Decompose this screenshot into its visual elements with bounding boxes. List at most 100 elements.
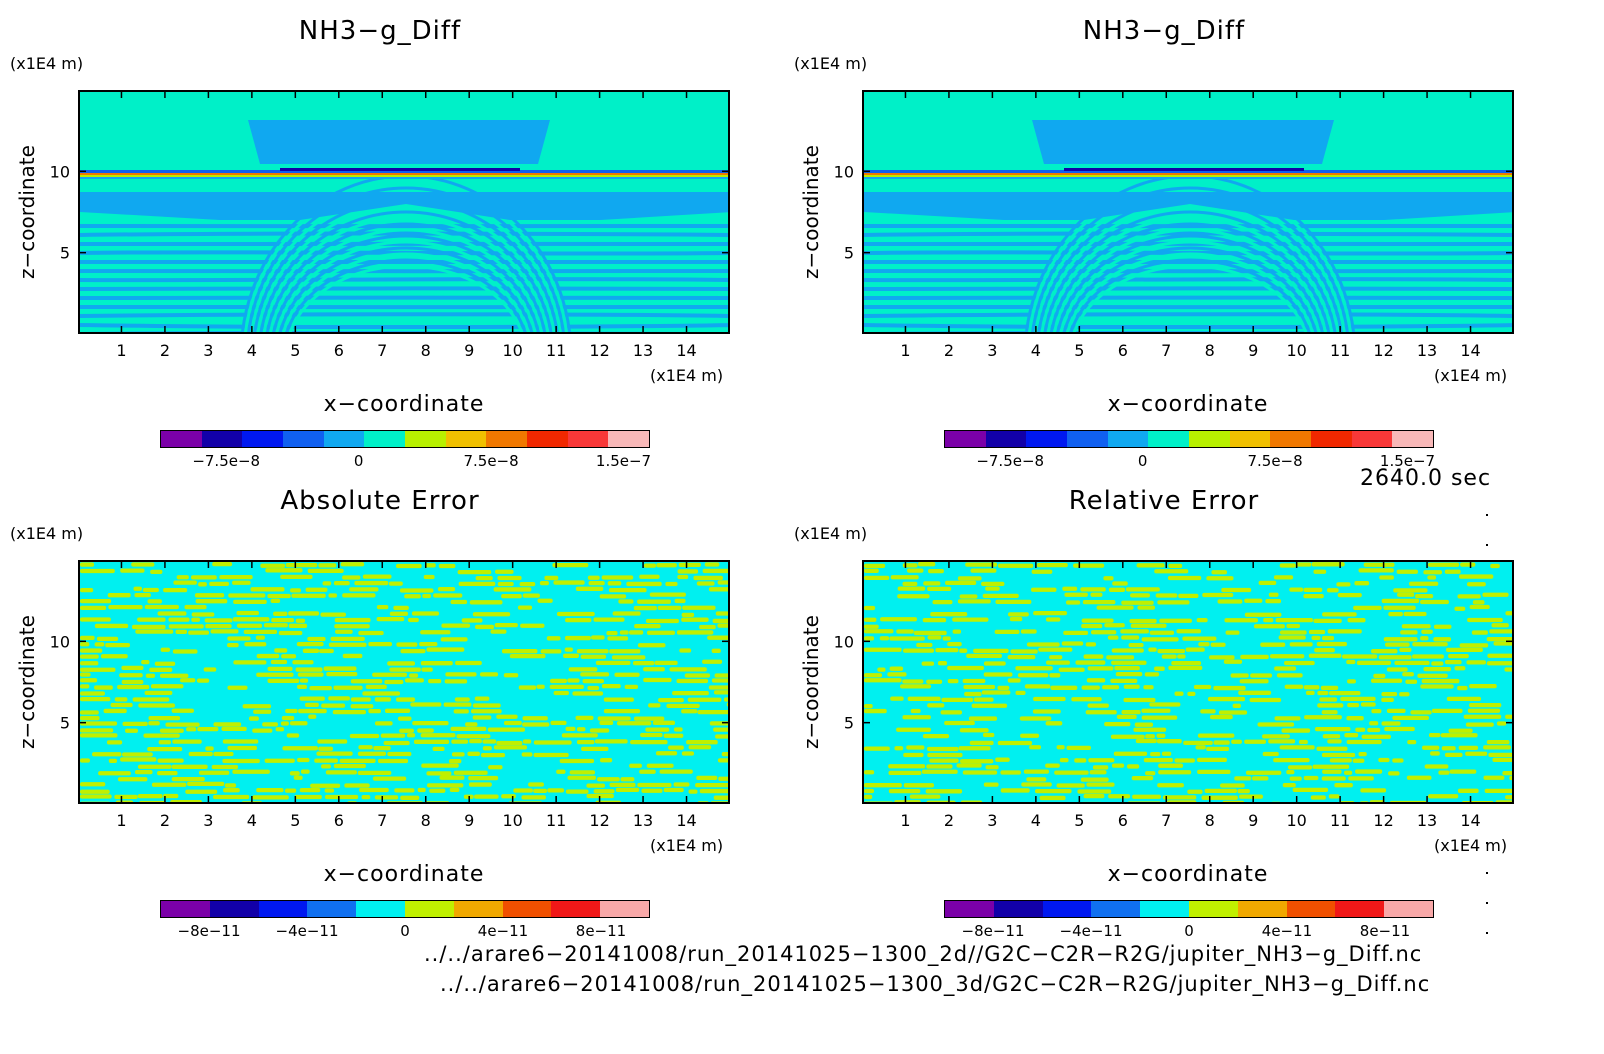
field-cell [1177, 654, 1186, 659]
field-cell [643, 667, 665, 672]
field-cell [80, 562, 95, 567]
field-cell [180, 678, 196, 683]
field-cell [1000, 788, 1030, 793]
field-cell [117, 777, 148, 782]
field-cell [959, 728, 989, 733]
field-cell [357, 770, 392, 776]
field-cell [114, 697, 128, 702]
field-cell [457, 570, 492, 575]
field-cell [508, 801, 542, 802]
x-tick-label: 3 [203, 341, 213, 360]
field-cell [864, 708, 887, 714]
field-cell [1420, 684, 1454, 689]
field-cell [567, 678, 580, 683]
field-cell [1066, 745, 1092, 751]
field-cell [1279, 563, 1296, 568]
field-cell [1379, 575, 1394, 580]
field-stripe [80, 323, 728, 330]
field-cell [708, 685, 728, 690]
field-cell [467, 751, 480, 756]
field-cell [568, 667, 598, 672]
y-tick-label: 10 [834, 632, 854, 651]
field-cell [903, 648, 935, 653]
field-cell [1342, 654, 1378, 659]
field-cell [114, 794, 138, 800]
field-cell [1125, 587, 1160, 592]
field-cell [400, 795, 420, 800]
field-band [864, 170, 1512, 173]
y-axis-unit: (x1E4 m) [10, 54, 84, 73]
field-cell [1424, 764, 1449, 769]
field-cell [603, 708, 641, 714]
field-cell [1239, 794, 1263, 799]
field-cell [586, 793, 614, 799]
x-tick-label: 11 [546, 811, 566, 830]
field-cell [1021, 782, 1052, 787]
field-cell [501, 794, 516, 799]
field-arc [1059, 240, 1321, 332]
field-cell [496, 714, 518, 719]
field-cell [699, 788, 728, 794]
colorbar-tick-label: 8e−11 [1359, 922, 1411, 940]
field-cell [1397, 592, 1415, 597]
y-tick-label: 10 [50, 632, 70, 651]
colorbar-segment [307, 901, 357, 917]
field-cell [520, 623, 545, 628]
field-cell [474, 794, 499, 799]
field-cell [1244, 612, 1282, 617]
field-cell [1218, 710, 1248, 715]
field-cell [995, 757, 1010, 762]
field-cell [173, 580, 197, 585]
field-cell [601, 575, 634, 580]
field-cell [204, 618, 233, 623]
field-cell [894, 746, 904, 751]
field-cell [1158, 770, 1192, 775]
field-cell [1410, 710, 1432, 715]
field-arc [269, 228, 543, 332]
colorbar-segment [209, 901, 259, 917]
field-cell [639, 574, 660, 579]
field-cell [888, 788, 921, 794]
field-cell [1183, 740, 1213, 746]
field-cell [1383, 637, 1418, 642]
field-cell [677, 569, 699, 574]
field-cell [1275, 617, 1314, 623]
field-cell [1505, 714, 1512, 719]
field-cell [902, 715, 931, 720]
field-cell [280, 574, 313, 580]
field-block [248, 120, 550, 164]
field-cell [295, 667, 323, 672]
field-cell [1358, 568, 1394, 573]
field-cell [646, 630, 675, 635]
field-cell [1120, 629, 1149, 634]
colorbar-segment [945, 431, 986, 447]
colorbar-tick-label: −7.5e−8 [192, 452, 261, 470]
field-cell [710, 801, 728, 802]
field-cell [864, 673, 883, 678]
colorbar-segment [1270, 431, 1312, 447]
field-cell [198, 582, 207, 587]
field-cell [921, 769, 958, 774]
x-tick-label: 4 [247, 341, 257, 360]
field-cell [1222, 800, 1245, 802]
field-cell [618, 599, 634, 604]
field-cell [451, 739, 469, 744]
field-cell [550, 678, 567, 684]
field-cell [1457, 685, 1468, 691]
field-cell [298, 708, 327, 714]
field-arc [1072, 264, 1308, 332]
field-cell [533, 740, 572, 745]
field-cell [503, 673, 519, 678]
field-cell [213, 794, 250, 800]
field-cell [1086, 678, 1106, 683]
field-cell [1386, 667, 1408, 672]
field-cell [1308, 629, 1326, 635]
field-cell [278, 630, 303, 636]
field-cell [396, 642, 418, 647]
field-cell [420, 630, 451, 635]
field-cell [317, 739, 348, 744]
field-cell [342, 575, 361, 580]
field-cell [472, 715, 492, 720]
field-cell [864, 788, 875, 794]
field-cell [203, 667, 217, 672]
